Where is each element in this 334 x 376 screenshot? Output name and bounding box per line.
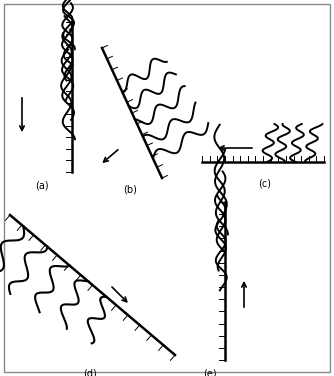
Text: (c): (c) (259, 178, 272, 188)
Text: (d): (d) (83, 368, 97, 376)
Text: (e): (e) (203, 368, 217, 376)
Text: (a): (a) (35, 180, 49, 190)
Text: (b): (b) (123, 185, 137, 195)
